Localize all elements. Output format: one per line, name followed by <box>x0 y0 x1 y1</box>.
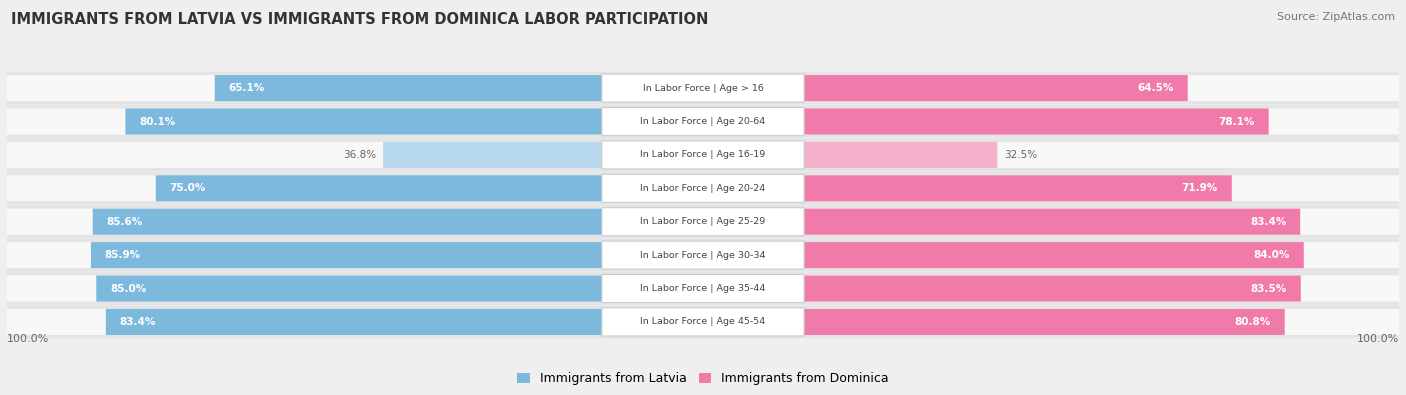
FancyBboxPatch shape <box>7 309 602 335</box>
Text: 85.9%: 85.9% <box>105 250 141 260</box>
FancyBboxPatch shape <box>602 74 804 102</box>
Text: 80.8%: 80.8% <box>1234 317 1271 327</box>
Text: In Labor Force | Age 25-29: In Labor Force | Age 25-29 <box>640 217 766 226</box>
Legend: Immigrants from Latvia, Immigrants from Dominica: Immigrants from Latvia, Immigrants from … <box>512 367 894 390</box>
FancyBboxPatch shape <box>804 209 1301 235</box>
FancyBboxPatch shape <box>7 109 602 135</box>
FancyBboxPatch shape <box>804 142 1399 168</box>
Text: 83.5%: 83.5% <box>1250 284 1286 293</box>
FancyBboxPatch shape <box>602 308 804 336</box>
Text: In Labor Force | Age 35-44: In Labor Force | Age 35-44 <box>640 284 766 293</box>
FancyBboxPatch shape <box>7 175 602 201</box>
Text: 100.0%: 100.0% <box>7 334 49 344</box>
FancyBboxPatch shape <box>804 175 1399 201</box>
FancyBboxPatch shape <box>804 242 1399 268</box>
FancyBboxPatch shape <box>7 275 602 301</box>
FancyBboxPatch shape <box>7 242 602 268</box>
FancyBboxPatch shape <box>602 241 804 269</box>
FancyBboxPatch shape <box>804 175 1232 201</box>
FancyBboxPatch shape <box>7 306 1399 338</box>
Text: 83.4%: 83.4% <box>120 317 156 327</box>
Text: 100.0%: 100.0% <box>1357 334 1399 344</box>
FancyBboxPatch shape <box>93 209 602 235</box>
Text: 80.1%: 80.1% <box>139 117 176 126</box>
FancyBboxPatch shape <box>382 142 602 168</box>
FancyBboxPatch shape <box>7 139 1399 171</box>
Text: In Labor Force | Age 16-19: In Labor Force | Age 16-19 <box>640 150 766 160</box>
FancyBboxPatch shape <box>91 242 602 268</box>
Text: 75.0%: 75.0% <box>170 183 207 193</box>
Text: In Labor Force | Age 20-24: In Labor Force | Age 20-24 <box>640 184 766 193</box>
FancyBboxPatch shape <box>602 275 804 303</box>
FancyBboxPatch shape <box>7 272 1399 305</box>
FancyBboxPatch shape <box>804 75 1399 101</box>
FancyBboxPatch shape <box>7 172 1399 205</box>
Text: 65.1%: 65.1% <box>229 83 264 93</box>
FancyBboxPatch shape <box>7 75 602 101</box>
FancyBboxPatch shape <box>804 242 1303 268</box>
Text: 32.5%: 32.5% <box>1004 150 1038 160</box>
Text: 36.8%: 36.8% <box>343 150 377 160</box>
FancyBboxPatch shape <box>215 75 602 101</box>
Text: 85.0%: 85.0% <box>110 284 146 293</box>
FancyBboxPatch shape <box>156 175 602 201</box>
FancyBboxPatch shape <box>7 239 1399 271</box>
FancyBboxPatch shape <box>7 209 602 235</box>
FancyBboxPatch shape <box>96 275 602 301</box>
Text: 83.4%: 83.4% <box>1250 217 1286 227</box>
FancyBboxPatch shape <box>804 75 1188 101</box>
FancyBboxPatch shape <box>804 275 1399 301</box>
Text: 85.6%: 85.6% <box>107 217 143 227</box>
Text: In Labor Force | Age > 16: In Labor Force | Age > 16 <box>643 84 763 92</box>
FancyBboxPatch shape <box>602 107 804 135</box>
Text: IMMIGRANTS FROM LATVIA VS IMMIGRANTS FROM DOMINICA LABOR PARTICIPATION: IMMIGRANTS FROM LATVIA VS IMMIGRANTS FRO… <box>11 12 709 27</box>
FancyBboxPatch shape <box>7 72 1399 104</box>
FancyBboxPatch shape <box>105 309 602 335</box>
FancyBboxPatch shape <box>804 309 1285 335</box>
Text: 84.0%: 84.0% <box>1254 250 1289 260</box>
FancyBboxPatch shape <box>125 109 602 135</box>
Text: 78.1%: 78.1% <box>1219 117 1254 126</box>
Text: In Labor Force | Age 45-54: In Labor Force | Age 45-54 <box>640 318 766 326</box>
FancyBboxPatch shape <box>804 309 1399 335</box>
FancyBboxPatch shape <box>7 205 1399 238</box>
FancyBboxPatch shape <box>602 208 804 236</box>
Text: 64.5%: 64.5% <box>1137 83 1174 93</box>
FancyBboxPatch shape <box>804 209 1399 235</box>
Text: Source: ZipAtlas.com: Source: ZipAtlas.com <box>1277 12 1395 22</box>
FancyBboxPatch shape <box>804 109 1268 135</box>
FancyBboxPatch shape <box>804 109 1399 135</box>
FancyBboxPatch shape <box>804 142 997 168</box>
FancyBboxPatch shape <box>7 142 602 168</box>
Text: In Labor Force | Age 30-34: In Labor Force | Age 30-34 <box>640 250 766 260</box>
FancyBboxPatch shape <box>804 275 1301 301</box>
FancyBboxPatch shape <box>602 141 804 169</box>
Text: 71.9%: 71.9% <box>1181 183 1218 193</box>
Text: In Labor Force | Age 20-64: In Labor Force | Age 20-64 <box>640 117 766 126</box>
FancyBboxPatch shape <box>7 105 1399 138</box>
FancyBboxPatch shape <box>602 174 804 202</box>
